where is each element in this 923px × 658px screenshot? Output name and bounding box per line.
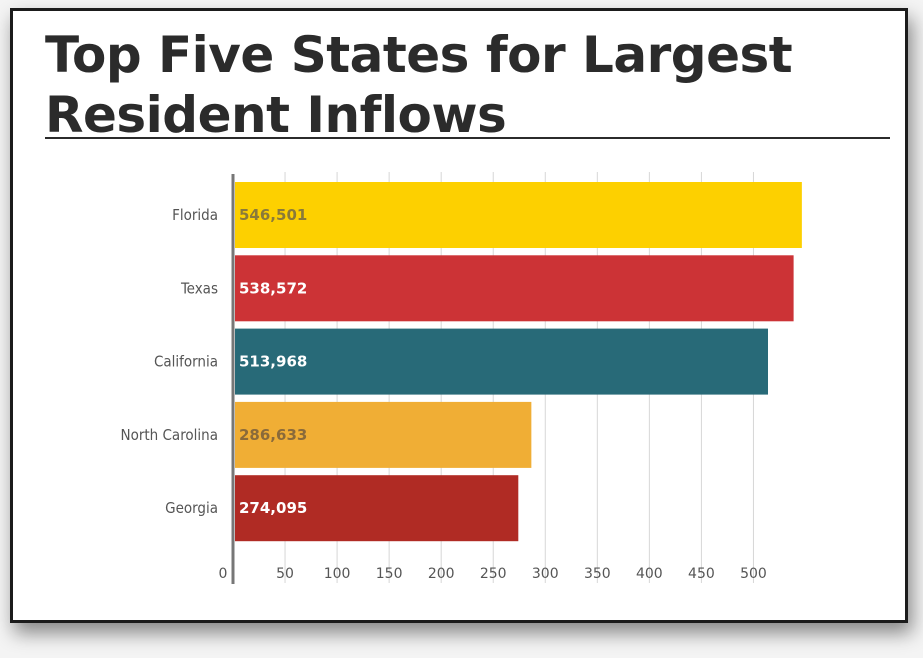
x-tick-label: 250	[480, 566, 507, 582]
x-tick-label: 450	[688, 566, 715, 582]
category-label: North Carolina	[120, 426, 218, 444]
value-label: 513,968	[239, 353, 307, 371]
value-label: 274,095	[239, 499, 307, 517]
bar-texas	[235, 255, 794, 322]
bar-florida	[235, 182, 802, 248]
category-label: Florida	[172, 206, 218, 224]
category-label: Georgia	[165, 499, 218, 517]
x-tick-label: 150	[376, 566, 403, 582]
value-label: 546,501	[239, 206, 307, 224]
category-label: Texas	[180, 279, 218, 297]
x-tick-label: 0	[219, 566, 228, 582]
bars	[235, 182, 802, 542]
x-tick-labels: 0 50 100 150 200 250 300 350 400 450 500	[219, 566, 767, 582]
category-label: California	[154, 353, 218, 371]
bar-california	[235, 328, 768, 395]
value-label: 538,572	[239, 279, 307, 297]
x-tick-label: 500	[740, 566, 767, 582]
x-tick-label: 200	[428, 566, 455, 582]
x-tick-label: 350	[584, 566, 611, 582]
value-labels: 546,501 538,572 513,968 286,633 274,095	[239, 206, 307, 517]
title-underline	[45, 137, 890, 139]
bar-georgia	[235, 475, 519, 542]
value-label: 286,633	[239, 426, 307, 444]
x-tick-label: 100	[324, 566, 351, 582]
chart-title-text: Top Five States for Largest Resident Inf…	[45, 26, 793, 144]
category-labels: Florida Texas California North Carolina Geor…	[120, 206, 218, 517]
x-tick-label: 400	[636, 566, 663, 582]
chart-title: Top Five States for Largest Resident Inf…	[45, 25, 905, 145]
bar-north-carolina	[235, 401, 532, 468]
x-tick-label: 50	[276, 566, 294, 582]
x-tick-label: 300	[532, 566, 559, 582]
